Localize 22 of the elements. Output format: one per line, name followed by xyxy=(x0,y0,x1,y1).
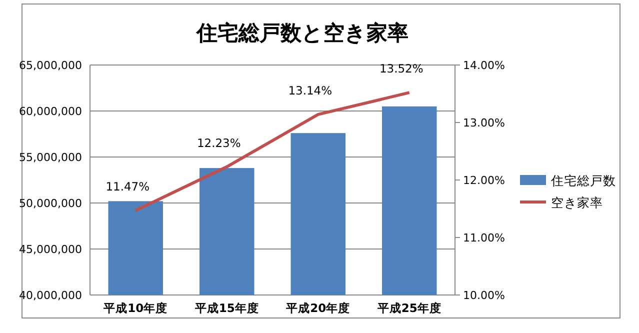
x-tick-label: 平成10年度 xyxy=(102,301,168,315)
data-label: 13.14% xyxy=(288,83,332,98)
y2-tick-label: 14.00% xyxy=(463,59,505,72)
x-tick-label: 平成15年度 xyxy=(194,301,259,315)
chart-title: 住宅総戸数と空き家率 xyxy=(196,21,408,45)
y2-tick-label: 11.00% xyxy=(463,232,505,244)
y-tick-label: 55,000,000 xyxy=(19,151,82,164)
legend-label: 住宅総戸数 xyxy=(550,173,616,188)
y-tick-label: 40,000,000 xyxy=(19,289,82,302)
data-label: 13.52% xyxy=(379,62,424,76)
y2-tick-label: 13.00% xyxy=(463,116,505,130)
y2-tick-label: 12.00% xyxy=(463,174,505,187)
data-label: 11.47% xyxy=(106,179,150,194)
legend-label: 空き家率 xyxy=(551,195,603,210)
x-tick-label: 平成20年度 xyxy=(285,301,350,315)
data-label: 12.23% xyxy=(196,136,241,150)
y-tick-label: 50,000,000 xyxy=(19,197,82,210)
y2-tick-label: 10.00% xyxy=(463,289,505,302)
y-tick-label: 60,000,000 xyxy=(19,105,82,118)
x-tick-label: 平成25年度 xyxy=(376,301,442,315)
y-tick-label: 45,000,000 xyxy=(19,243,82,256)
y-tick-label: 65,000,000 xyxy=(19,59,82,72)
